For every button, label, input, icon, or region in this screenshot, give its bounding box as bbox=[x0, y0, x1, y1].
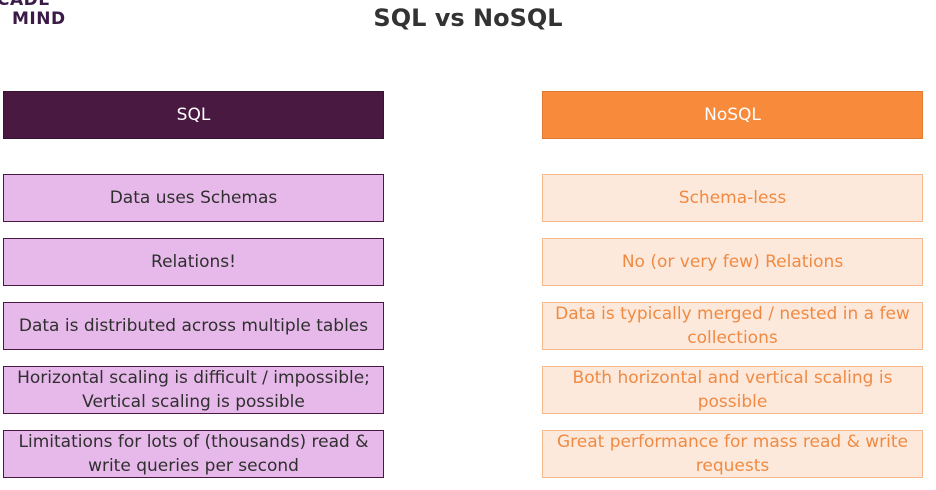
nosql-row-scaling: Both horizontal and vertical scaling is … bbox=[542, 366, 923, 414]
brand-logo: CADE MIND bbox=[0, 0, 66, 29]
slide-title: SQL vs NoSQL bbox=[373, 4, 563, 32]
sql-row-scaling: Horizontal scaling is difficult / imposs… bbox=[3, 366, 384, 414]
logo-line-2: MIND bbox=[12, 9, 66, 29]
nosql-row-performance: Great performance for mass read & write … bbox=[542, 430, 923, 478]
sql-row-schemas: Data uses Schemas bbox=[3, 174, 384, 222]
sql-row-performance: Limitations for lots of (thousands) read… bbox=[3, 430, 384, 478]
nosql-row-distribution: Data is typically merged / nested in a f… bbox=[542, 302, 923, 350]
sql-row-distribution: Data is distributed across multiple tabl… bbox=[3, 302, 384, 350]
sql-row-relations: Relations! bbox=[3, 238, 384, 286]
sql-header: SQL bbox=[3, 91, 384, 139]
logo-line-1: CADE bbox=[0, 0, 51, 10]
nosql-row-relations: No (or very few) Relations bbox=[542, 238, 923, 286]
nosql-header: NoSQL bbox=[542, 91, 923, 139]
nosql-row-schemas: Schema-less bbox=[542, 174, 923, 222]
